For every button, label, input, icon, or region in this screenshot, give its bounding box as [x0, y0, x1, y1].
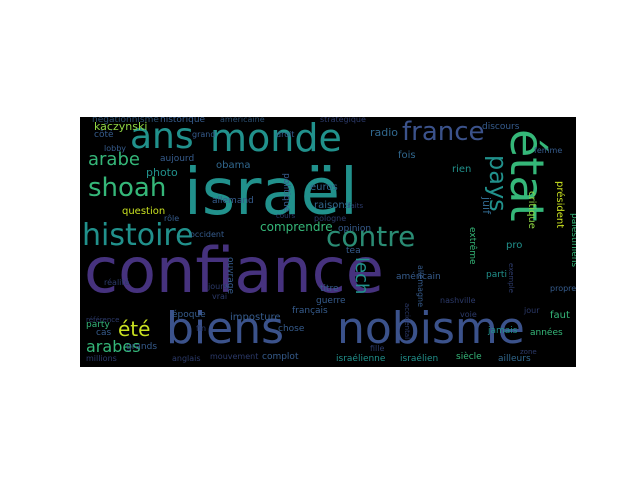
- word-monde: monde: [210, 117, 342, 160]
- word-vrai: vrai: [212, 292, 228, 301]
- word-comprendre: comprendre: [260, 220, 333, 234]
- word-jour: jour: [524, 306, 540, 315]
- word-obama: obama: [216, 160, 251, 171]
- word-strategique: stratégique: [320, 117, 366, 124]
- word-titre: titre: [320, 284, 339, 294]
- word-chose: chose: [278, 324, 305, 334]
- word-epoque: époque: [172, 310, 206, 320]
- word-pro: pro: [506, 240, 523, 251]
- word-israel: israël: [184, 156, 358, 230]
- word-propre: propre: [550, 284, 576, 293]
- word-allemagne: allemagne: [416, 265, 425, 308]
- word-party: party: [86, 320, 110, 330]
- word-allemand: allemand: [212, 196, 254, 206]
- word-biens: biens: [166, 303, 285, 354]
- word-grands: grands: [126, 342, 158, 352]
- word-fille: fille: [370, 344, 385, 353]
- word-francais: français: [292, 306, 328, 316]
- word-mouvement: mouvement: [210, 352, 259, 361]
- word-lobby: lobby: [104, 144, 127, 153]
- word-radio: radio: [370, 126, 399, 139]
- word-faut: faut: [550, 310, 570, 321]
- word-juif: juif: [480, 197, 493, 214]
- word-histoire: histoire: [82, 218, 194, 253]
- word-guerre: guerre: [316, 296, 346, 306]
- word-euros: euros: [310, 182, 338, 193]
- word-ans: ans: [130, 117, 194, 157]
- word-kaczynski: kaczynski: [94, 120, 148, 133]
- word-raisons: raisons: [314, 200, 350, 211]
- word-annees: années: [530, 328, 563, 338]
- word-palestiniens: palestiniens: [569, 213, 576, 268]
- word-siecle: siècle: [456, 352, 482, 362]
- word-accidental: accidental: [403, 303, 411, 340]
- word-zone: zone: [520, 348, 537, 356]
- word-cours: cours: [276, 212, 296, 220]
- word-reference: référence: [86, 316, 120, 324]
- word-historique: historique: [160, 117, 206, 125]
- word-aujourd: aujourd: [160, 154, 195, 164]
- word-politique: politique: [281, 173, 291, 213]
- word-extreme: extrême: [467, 227, 477, 265]
- word-role: rôle: [164, 214, 180, 223]
- word-discours: discours: [482, 122, 520, 132]
- word-americain: américain: [396, 272, 441, 282]
- word-nashville: nashville: [440, 296, 476, 305]
- word-fois: fois: [398, 150, 416, 161]
- word-opinion: opinion: [338, 224, 372, 234]
- word-shoah: shoah: [88, 173, 167, 203]
- word-exemple: exemple: [507, 263, 515, 293]
- word-ete: été: [118, 317, 151, 341]
- word-pologne: pologne: [314, 214, 347, 223]
- word-americaine: américaine: [220, 117, 265, 124]
- word-femme: femme: [534, 146, 563, 155]
- word-realite: réalité: [104, 278, 130, 287]
- word-fin: fin: [196, 324, 207, 333]
- word-jours: jours: [208, 282, 228, 291]
- word-anglais: anglais: [172, 354, 201, 363]
- word-critique: critique: [526, 191, 537, 229]
- word-nobisme: nobisme: [337, 303, 525, 354]
- word-cote: côté: [94, 130, 114, 140]
- word-occident: occident: [190, 230, 225, 239]
- word-cas: cas: [96, 328, 112, 338]
- word-france: france: [402, 117, 485, 147]
- word-imposture: imposture: [230, 312, 281, 323]
- word-question: question: [122, 206, 166, 217]
- word-arabe: arabe: [88, 149, 140, 170]
- word-israelien: israélien: [400, 354, 439, 364]
- word-cloud: confiance israël nobisme biens état mond…: [80, 117, 576, 367]
- word-contre: contre: [326, 220, 416, 253]
- word-president: président: [554, 181, 565, 229]
- word-confiance: confiance: [84, 234, 384, 307]
- word-millions: millions: [86, 354, 117, 363]
- word-ailleurs: ailleurs: [498, 354, 531, 364]
- word-israelienne: israélienne: [336, 354, 386, 364]
- word-grand: grand: [192, 130, 216, 139]
- word-photo: photo: [146, 166, 178, 179]
- word-rien: rien: [452, 164, 472, 175]
- word-jamais: jamais: [488, 326, 518, 336]
- word-arabes: arabes: [86, 337, 141, 356]
- word-droit: droit: [276, 130, 295, 139]
- word-tea: tea: [346, 246, 361, 256]
- word-faits: faits: [348, 202, 364, 210]
- word-complot: complot: [262, 352, 299, 362]
- word-negationnisme: négationnisme: [92, 117, 159, 125]
- word-voie: voie: [460, 310, 477, 319]
- word-parti: parti: [486, 270, 507, 280]
- word-lech: lech: [351, 257, 372, 295]
